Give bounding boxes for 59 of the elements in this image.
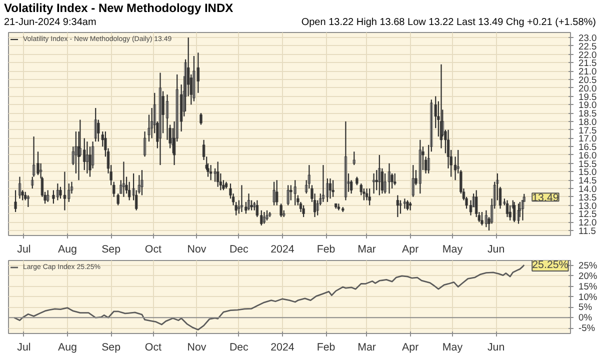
x-tick-label: Dec xyxy=(229,244,250,256)
y-tick-label: 25% xyxy=(578,260,598,271)
y-tick-label: 22.5 xyxy=(578,41,597,52)
y-tick-label: 23.0 xyxy=(578,33,597,44)
x-tick-label: Sep xyxy=(102,244,121,256)
y-tick-label: 15.0 xyxy=(578,167,597,178)
y-tick-label: 0% xyxy=(578,312,592,323)
x-tick-label: Oct xyxy=(144,244,162,256)
y-tick-label: 18.0 xyxy=(578,116,597,127)
y-tick-label: 13.5 xyxy=(578,192,597,202)
y-tick-label: 19.0 xyxy=(578,100,597,110)
x-tick-label: Apr xyxy=(402,342,420,354)
x-tick-label: Dec xyxy=(229,342,250,354)
y-tick-label: 17.5 xyxy=(578,125,597,136)
y-tick-label: 10% xyxy=(578,292,598,302)
text: Open 13.22 High 13.68 Low 13.22 Last 13.49 Chg +0.21 (+1.58%) xyxy=(301,16,596,29)
x-tick-label: Feb xyxy=(316,342,336,354)
y-tick-label: 12.5 xyxy=(578,209,597,220)
x-tick-label: Apr xyxy=(402,244,420,256)
y-tick-label: 16.5 xyxy=(578,142,597,152)
y-tick-label: 18.5 xyxy=(578,108,597,119)
x-tick-label: Feb xyxy=(316,244,336,256)
y-tick-label: -5% xyxy=(578,323,596,334)
y-tick-label: 14.0 xyxy=(578,184,597,194)
x-tick-label: Mar xyxy=(358,244,376,256)
x-tick-label: 2024 xyxy=(270,244,294,256)
x-tick-label: May xyxy=(442,342,464,354)
x-tick-label: Sep xyxy=(102,342,121,354)
text: 21-Jun-2024 9:34am xyxy=(4,16,96,29)
x-tick-label: May xyxy=(442,244,464,256)
y-tick-label: 20.5 xyxy=(578,74,597,85)
x-tick-label: Jul xyxy=(17,342,31,354)
y-tick-label: 20% xyxy=(578,270,598,281)
y-tick-label: 21.5 xyxy=(578,58,597,68)
y-tick-label: 15.5 xyxy=(578,158,597,169)
x-tick-label: Aug xyxy=(58,244,78,256)
x-tick-label: 2024 xyxy=(270,342,294,354)
y-tick-label: 15% xyxy=(578,281,598,292)
y-tick-label: 19.5 xyxy=(578,92,597,102)
y-tick-label: 13.0 xyxy=(578,200,597,211)
x-tick-label: Aug xyxy=(58,342,78,354)
y-tick-label: 20.0 xyxy=(578,83,597,94)
y-tick-label: 16.0 xyxy=(578,150,597,160)
chart-title: Volatility Index - New Methodology INDX xyxy=(4,1,234,15)
x-tick-label: Oct xyxy=(144,342,162,354)
y-tick-label: 21.0 xyxy=(578,66,597,77)
y-tick-label: 12.0 xyxy=(578,218,597,228)
y-tick-label: 14.5 xyxy=(578,176,597,186)
y-tick-label: 5% xyxy=(578,302,592,312)
x-tick-label: Nov xyxy=(187,342,207,354)
x-tick-label: Mar xyxy=(358,342,376,354)
y-tick-label: 17.0 xyxy=(578,134,597,144)
x-tick-label: Jun xyxy=(487,244,505,256)
y-tick-label: 22.0 xyxy=(578,50,597,60)
x-tick-label: Jul xyxy=(17,244,31,256)
y-tick-label: 11.5 xyxy=(578,226,596,236)
x-tick-label: Nov xyxy=(187,244,207,256)
annotation: 25.25% xyxy=(532,258,569,271)
x-tick-label: Jun xyxy=(487,342,505,354)
